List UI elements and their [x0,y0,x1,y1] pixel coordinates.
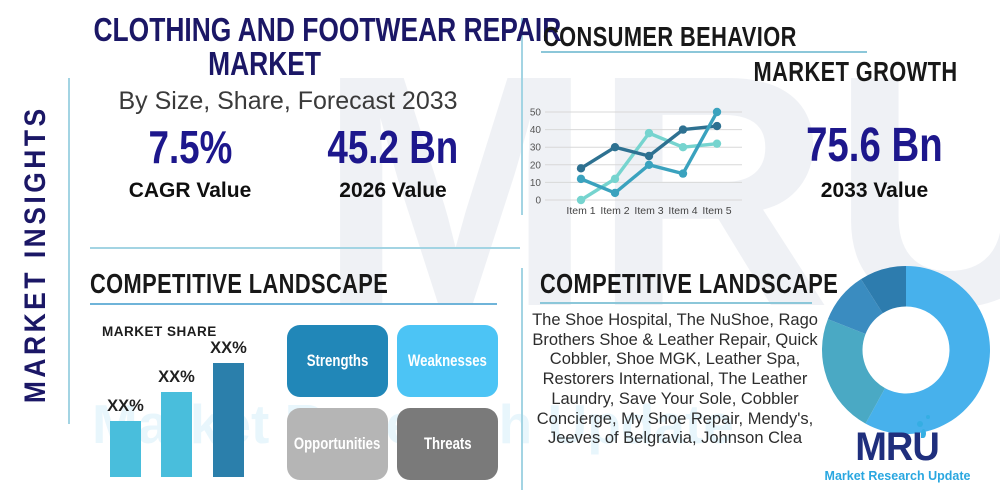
donut-segment [822,319,886,424]
y-axis-tick-label: 40 [530,125,542,136]
value-2033: 75.6 Bn [806,119,943,172]
swot-strengths-box: Strengths [287,325,388,397]
swot-threats-box: Threats [397,408,498,480]
medium-teal-series-point [610,188,620,198]
market-share-bar [110,421,141,477]
market-share-bar-label: XX% [158,368,195,386]
mru-logo: MRU Market Research Update [810,415,985,483]
cagr-stat: 7.5% CAGR Value [100,122,280,203]
swot-threats-label: Threats [423,434,472,453]
vertical-market-insights-label: MARKET INSIGHTS [19,105,52,404]
page-title-line2: MARKET [208,45,322,82]
center-vertical-divider-bottom [521,268,523,490]
page-title-line1: CLOTHING AND FOOTWEAR REPAIR [93,11,562,48]
company-list-line: The Shoe Hospital, The NuShoe, Rago [532,311,818,329]
swot-weaknesses-box: Weaknesses [397,325,498,397]
market-growth-heading-text: MARKET GROWTH [753,56,958,87]
consumer-behavior-heading: CONSUMER BEHAVIOR [543,21,868,53]
y-axis-tick-label: 10 [530,178,542,189]
logo-splash-dot-icon [917,421,924,427]
value-2026-stat: 45.2 Bn 2026 Value [303,122,483,203]
cagr-value: 7.5% [148,121,232,173]
y-axis-tick-label: 0 [535,196,541,207]
company-list-line: Concierge, My Shoe Repair, Mendy's, [536,409,814,428]
donut-segment [827,279,883,334]
cagr-label: CAGR Value [128,179,252,202]
center-vertical-divider-top [521,18,523,215]
y-axis-tick-label: 20 [530,160,542,171]
light-aqua-series-point [678,143,688,152]
company-list-line: Restorers International, The Leather [542,370,808,389]
mru-logo-tagline: Market Research Update [824,469,971,483]
label-2026: 2026 Value [339,179,447,202]
dark-blue-series-point [576,164,586,173]
competitive-landscape-right-heading-text: COMPETITIVE LANDSCAPE [540,268,839,299]
x-axis-tick-label: Item 3 [634,205,663,217]
x-axis-tick-label: Item 2 [600,205,629,217]
x-axis-tick-label: Item 5 [702,205,731,217]
market-share-bar [213,363,244,477]
dark-blue-series-point [712,121,722,131]
market-share-bar-label: XX% [107,397,144,415]
x-axis-tick-label: Item 4 [668,205,697,217]
consumer-behavior-heading-text: CONSUMER BEHAVIOR [543,21,797,52]
swot-opportunities-label: Opportunities [294,434,381,453]
market-share-bar-label: XX% [210,339,247,357]
light-aqua-series-point [644,128,654,138]
page-subtitle: By Size, Share, Forecast 2033 [118,87,458,115]
company-list-line: Cobbler, Shoe MGK, Leather Spa, [549,350,801,369]
swot-opportunities-box: Opportunities [287,408,388,480]
y-axis-tick-label: 50 [530,108,542,119]
medium-teal-series-point [576,174,586,184]
page-title: CLOTHING AND FOOTWEAR REPAIR MARKET [35,13,561,82]
market-growth-line-chart: 50 40 30 20 10 0 Item 1 Item 2 Item 3 Item 4 Item … [530,107,742,217]
dark-blue-series-point [644,151,654,161]
value-2033-stat: 75.6 Bn 2033 Value [782,120,967,203]
dark-blue-series-point [678,125,688,134]
light-aqua-series-point [610,174,620,184]
company-list-line: Jeeves of Belgravia, Johnson Clea [547,429,803,448]
y-axis-tick-label: 30 [530,143,542,154]
competitive-landscape-left-underline [90,303,497,305]
logo-splash-drop-icon [921,429,927,438]
donut-segment [860,266,906,314]
company-list-line: Brothers Shoe & Leather Repair, Quick [532,330,818,349]
medium-teal-series-point [712,107,722,117]
swot-weaknesses-label: Weaknesses [407,351,488,370]
market-share-label: MARKET SHARE [102,324,217,339]
competitive-landscape-left-heading: COMPETITIVE LANDSCAPE [90,268,472,300]
label-2033: 2033 Value [820,179,929,202]
market-share-bar [161,392,192,477]
consumer-behavior-underline [541,51,867,53]
company-list: The Shoe Hospital, The NuShoe, Rago Brot… [522,311,828,449]
competitive-landscape-left-heading-text: COMPETITIVE LANDSCAPE [90,268,389,299]
swot-strengths-label: Strengths [306,351,369,370]
mru-logo-text: MRU [855,425,941,469]
light-aqua-series-point [712,139,722,148]
competitive-landscape-right-heading: COMPETITIVE LANDSCAPE [540,268,922,300]
market-share-donut-chart [822,266,990,434]
left-vertical-divider [68,78,70,424]
donut-segment [865,266,990,434]
value-2026: 45.2 Bn [327,121,459,173]
company-list-line: Laundry, Save Your Sole, Cobbler [551,389,799,408]
medium-teal-series-point [644,160,654,169]
medium-teal-series-point [678,169,688,178]
competitive-landscape-right-underline [540,302,812,304]
logo-splash-dot-icon [926,415,931,419]
left-horizontal-divider [90,247,520,249]
market-growth-heading: MARKET GROWTH [658,56,958,88]
light-aqua-series-point [576,195,586,205]
dark-blue-series-point [610,143,620,152]
x-axis-tick-label: Item 1 [566,205,595,217]
